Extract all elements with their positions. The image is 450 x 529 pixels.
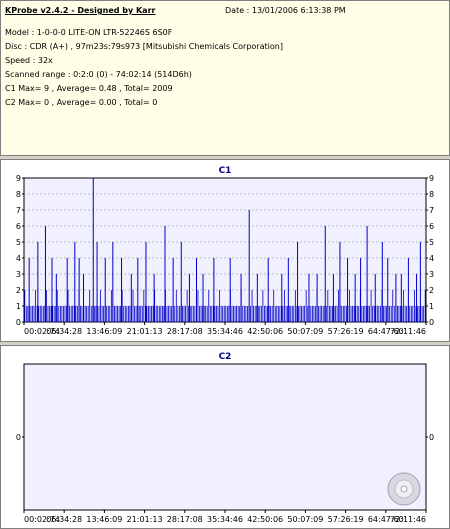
x-tick-label: 50:07:09 <box>287 515 323 524</box>
c2-chart-panel: C2 0 0 00:02:74 06:34:28 13:46:09 21:01:13 28:1… <box>0 345 450 529</box>
x-tick-label: 21:01:13 <box>127 327 163 336</box>
x-tick-label: 35:34:46 <box>207 515 243 524</box>
y-tick-label-right: 6 <box>429 222 434 231</box>
disc-hole <box>400 485 408 493</box>
app-title: KProbe v2.4.2 - Designed by Karr <box>5 6 156 15</box>
y-tick-label-right: 9 <box>429 174 434 183</box>
x-tick-label: 28:17:08 <box>167 327 203 336</box>
y-tick-label-left: 0 <box>16 433 21 442</box>
speed-line: Speed : 32x <box>5 56 53 65</box>
x-tick-label: 64:47:60 <box>368 327 404 336</box>
x-tick-label: 35:34:46 <box>207 327 243 336</box>
y-tick-label-left: 8 <box>16 190 21 199</box>
scanned-range-line: Scanned range : 0:2:0 (0) - 74:02:14 (51… <box>5 70 192 79</box>
c1-chart-panel: C1 0 0 1 1 2 2 3 3 4 4 5 5 6 6 7 7 8 8 9 9 00:02:74 06:34:28 13… <box>0 159 450 342</box>
info-panel: KProbe v2.4.2 - Designed by Karr Date : … <box>0 0 450 156</box>
splitter-top[interactable] <box>0 156 450 159</box>
y-tick-label-left: 9 <box>16 174 21 183</box>
chart-title: C1 <box>219 166 232 176</box>
x-tick-label: 00:02:74 <box>24 327 60 336</box>
scan-date: Date : 13/01/2006 6:13:38 PM <box>225 6 346 15</box>
y-tick-label-left: 7 <box>16 206 21 215</box>
y-tick-label-left: 4 <box>16 254 21 263</box>
x-tick-label: 06:34:28 <box>46 327 82 336</box>
y-tick-label-right: 0 <box>429 318 434 327</box>
disc-line: Disc : CDR (A+) , 97m23s:79s973 [Mitsubi… <box>5 42 283 51</box>
x-tick-label: 50:07:09 <box>287 327 323 336</box>
y-tick-label-left: 3 <box>16 270 21 279</box>
y-tick-label-right: 3 <box>429 270 434 279</box>
x-tick-label: 06:34:28 <box>46 515 82 524</box>
c2-summary-line: C2 Max= 0 , Average= 0.00 , Total= 0 <box>5 98 158 107</box>
model-line: Model : 1-0-0-0 LITE-ON LTR-52246S 6S0F <box>5 28 173 37</box>
y-tick-label-right: 8 <box>429 190 434 199</box>
y-tick-label-right: 7 <box>429 206 434 215</box>
y-tick-label-left: 1 <box>16 302 21 311</box>
y-tick-label-right: 1 <box>429 302 434 311</box>
x-tick-label: 72:11:46 <box>390 515 426 524</box>
x-tick-label: 28:17:08 <box>167 515 203 524</box>
x-tick-label: 13:46:09 <box>86 515 122 524</box>
y-tick-label-right: 2 <box>429 286 434 295</box>
x-tick-label: 57:26:19 <box>328 515 364 524</box>
plot-area <box>23 363 427 511</box>
x-tick-label: 13:46:09 <box>86 327 122 336</box>
y-tick-label-right: 0 <box>429 433 434 442</box>
plot-area <box>23 177 427 323</box>
x-tick-label: 57:26:19 <box>328 327 364 336</box>
x-tick-label: 64:47:60 <box>368 515 404 524</box>
chart-title: C2 <box>219 352 232 362</box>
c1-summary-line: C1 Max= 9 , Average= 0.48 , Total= 2009 <box>5 84 173 93</box>
y-tick-label-left: 0 <box>16 318 21 327</box>
x-tick-label: 00:02:74 <box>24 515 60 524</box>
y-tick-label-left: 2 <box>16 286 21 295</box>
x-tick-label: 21:01:13 <box>127 515 163 524</box>
y-tick-label-left: 6 <box>16 222 21 231</box>
x-tick-label: 72:11:46 <box>390 327 426 336</box>
splitter-bottom[interactable] <box>0 342 450 345</box>
disc-logo-icon <box>387 472 421 506</box>
y-tick-label-right: 5 <box>429 238 434 247</box>
y-tick-label-left: 5 <box>16 238 21 247</box>
y-tick-label-right: 4 <box>429 254 434 263</box>
x-tick-label: 42:50:06 <box>247 515 283 524</box>
x-tick-label: 42:50:06 <box>247 327 283 336</box>
